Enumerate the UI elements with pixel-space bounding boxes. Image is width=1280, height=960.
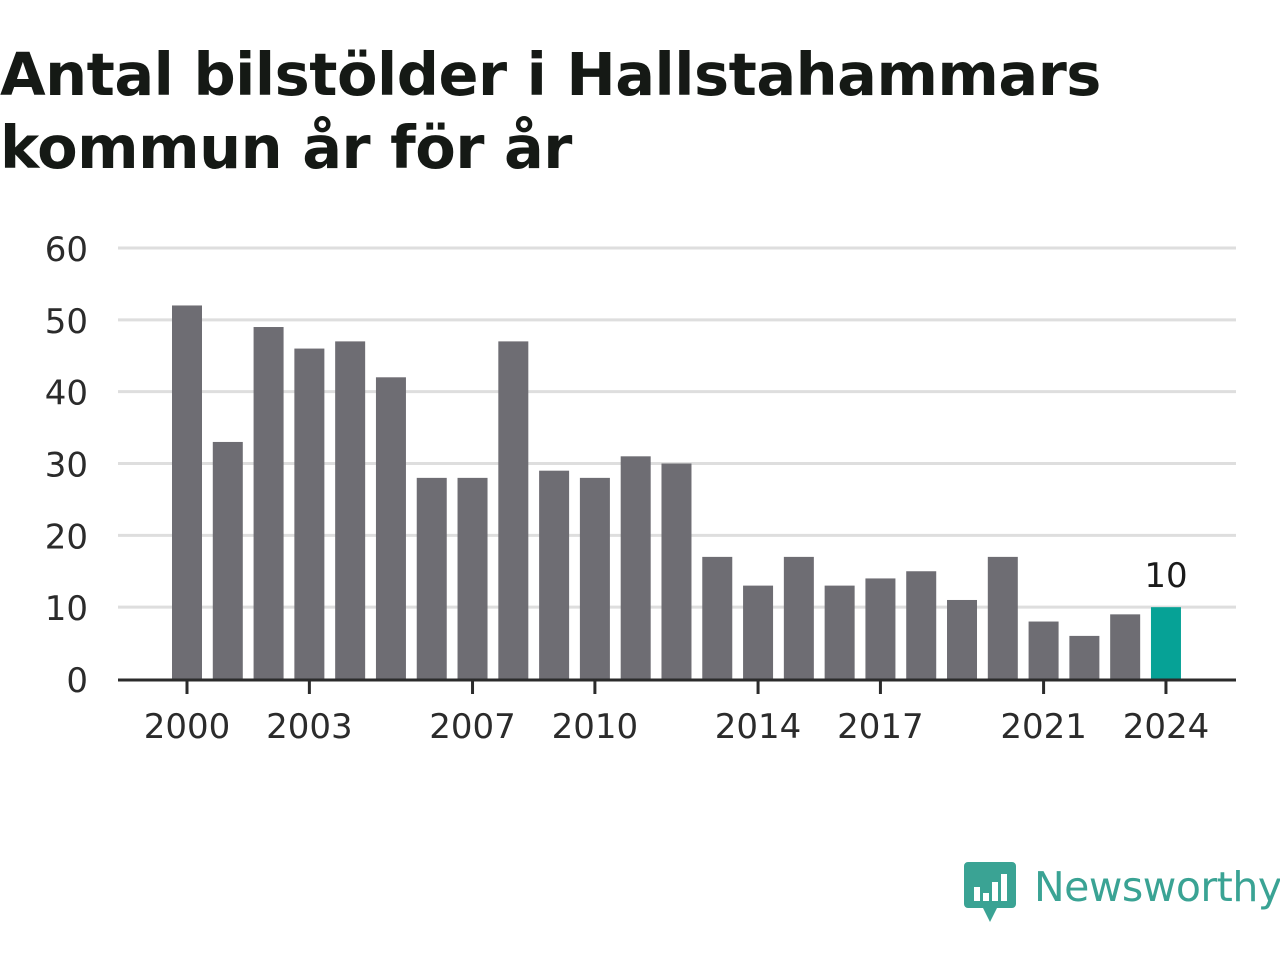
x-tick-label: 2024 [1123,707,1210,747]
y-tick-label: 40 [45,374,88,414]
bars [172,305,1181,679]
bar-2000 [172,305,202,679]
bar-2014 [743,585,774,679]
chart-title: Antal bilstölder i Hallstahammars kommun… [0,40,1101,182]
bar-2003 [294,348,325,679]
y-tick-label: 0 [66,661,88,701]
x-tick-label: 2021 [1000,707,1087,747]
y-tick-label: 10 [45,589,88,629]
bar-2008 [498,341,529,679]
x-tick-label: 2017 [837,707,924,747]
bar-highlight-2024 [1150,607,1181,679]
bar-2001 [212,441,243,679]
x-tick-label: 2000 [144,707,231,747]
y-tick-label: 60 [45,230,88,270]
data-label-highlight: 10 [1144,556,1187,596]
bar-2002 [253,327,284,679]
bar-2020 [987,556,1018,679]
bar-2012 [661,463,692,679]
bar-2009 [539,470,570,679]
bar-2023 [1110,614,1141,679]
bar-2011 [620,456,651,679]
y-tick-label: 30 [45,446,88,486]
x-tick-label: 2003 [266,707,353,747]
x-tick-label: 2014 [715,707,802,747]
y-tick-label: 20 [45,517,88,557]
bar-2006 [416,477,447,679]
bar-2005 [375,377,406,679]
y-tick-label: 50 [45,302,88,342]
bar-2017 [865,578,896,679]
x-tick-label: 2010 [552,707,639,747]
data-labels: 10 [1144,556,1187,596]
bar-2010 [579,477,610,679]
bar-2019 [947,599,978,679]
bar-2015 [783,556,814,679]
bar-2022 [1069,635,1100,679]
x-axis-tick-labels: 2000 2003 2007 2010 2014 2017 2021 2024 [144,707,1209,747]
newsworthy-logo-icon [964,862,1016,922]
bar-2007 [457,477,488,679]
bar-2004 [335,341,366,679]
bar-2018 [906,571,937,679]
bar-2021 [1028,621,1059,679]
newsworthy-brand: Newsworthy [964,862,1280,928]
bar-2016 [824,585,855,679]
bar-2013 [702,556,733,679]
y-axis-tick-labels: 0 10 20 30 40 50 60 [45,230,88,701]
x-tick-label: 2007 [429,707,516,747]
brand-name: Newsworthy [1034,863,1280,911]
x-axis [118,678,1236,694]
